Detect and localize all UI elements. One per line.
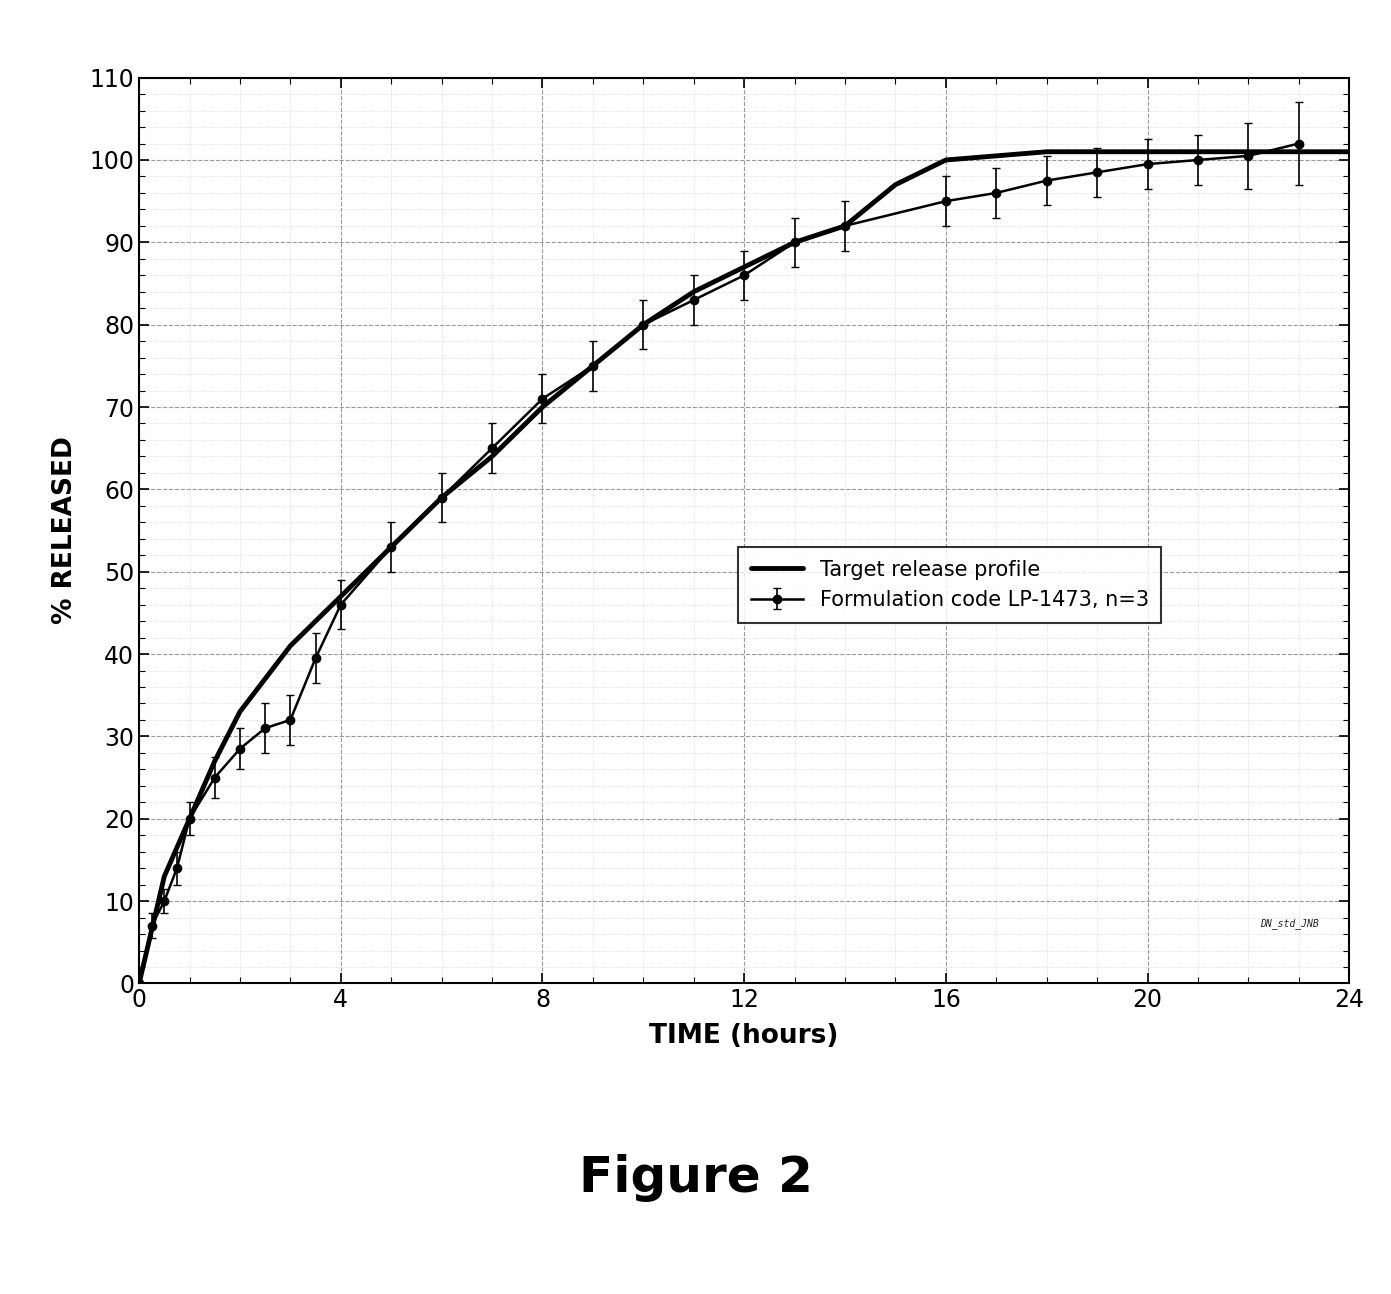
Target release profile [282, 638, 299, 653]
Target release profile [786, 234, 803, 250]
Target release profile [938, 153, 954, 168]
Target release profile [736, 259, 753, 274]
Target release profile [837, 219, 854, 234]
Target release profile [534, 400, 551, 415]
Target release profile [1038, 144, 1056, 159]
Target release profile [988, 148, 1004, 163]
Target release profile [1341, 144, 1358, 159]
Target release profile [257, 672, 274, 687]
Line: Target release profile: Target release profile [139, 151, 1349, 983]
Target release profile [1089, 144, 1106, 159]
Target release profile [1241, 144, 1257, 159]
Target release profile [307, 613, 324, 629]
Target release profile [1139, 144, 1156, 159]
Target release profile [181, 811, 198, 827]
Target release profile [156, 868, 172, 884]
Target release profile [332, 589, 349, 604]
Target release profile [1291, 144, 1308, 159]
Legend: Target release profile, Formulation code LP-1473, n=3: Target release profile, Formulation code… [739, 547, 1161, 622]
Target release profile [131, 976, 147, 991]
Target release profile [231, 704, 249, 719]
Target release profile [1189, 144, 1206, 159]
Target release profile [584, 358, 601, 374]
Text: DN_std_JNB: DN_std_JNB [1260, 919, 1319, 929]
Target release profile [887, 177, 904, 193]
Target release profile [686, 283, 702, 299]
Target release profile [206, 753, 223, 769]
Target release profile [434, 490, 451, 506]
Target release profile [634, 317, 651, 333]
Y-axis label: % RELEASED: % RELEASED [53, 436, 78, 625]
Target release profile [383, 540, 399, 555]
X-axis label: TIME (hours): TIME (hours) [650, 1024, 839, 1049]
Target release profile [484, 449, 501, 465]
Text: Figure 2: Figure 2 [579, 1153, 812, 1202]
